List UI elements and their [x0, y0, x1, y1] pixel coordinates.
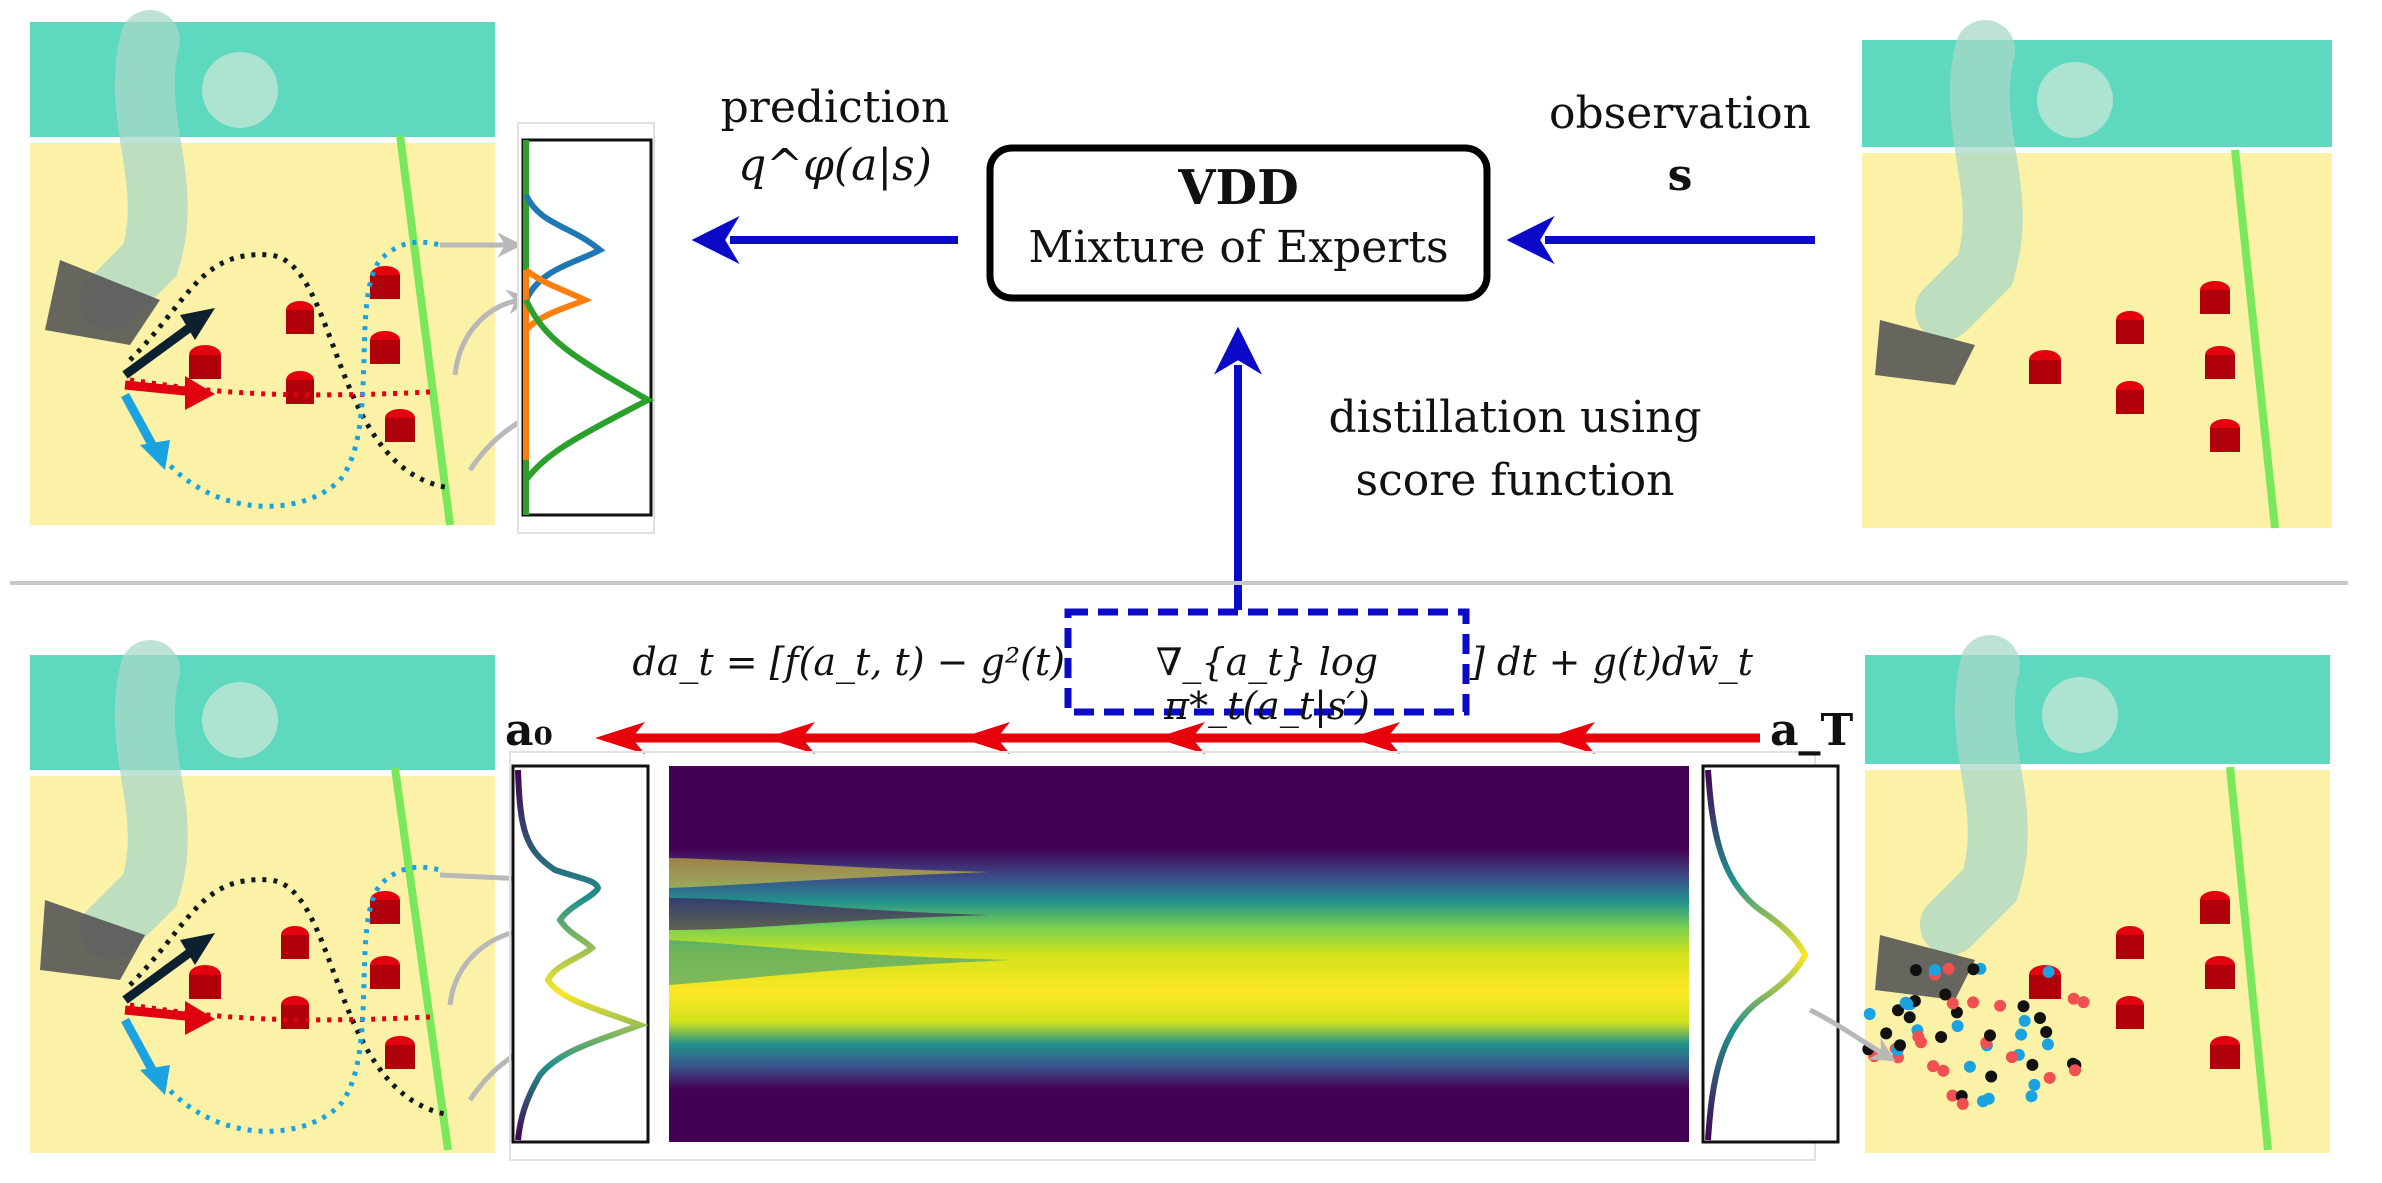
noise-sample-dot [1956, 1097, 1969, 1110]
a0-label: a₀ [505, 705, 553, 756]
noise-sample-dot [1942, 962, 1955, 975]
noise-sample-dot [1946, 997, 1959, 1010]
vdd-title: VDD [1178, 160, 1299, 216]
trajectory-blue [147, 864, 441, 1134]
scene-bottom-right [1808, 635, 2330, 1153]
action-arrow-red [124, 380, 196, 397]
score-heatmap [669, 766, 1689, 1142]
noise-sample-dot [2005, 1051, 2018, 1064]
expert-curve-green [523, 298, 655, 482]
vdd-box [986, 144, 1491, 302]
noise-sample-dot [2040, 1026, 2053, 1038]
noise-sample-dot [1927, 1060, 1940, 1073]
noise-sample-dot [2015, 1028, 2028, 1041]
a0-density-plot [509, 751, 1816, 1161]
peg-group [2029, 281, 2240, 452]
gripper-icon [40, 900, 145, 980]
trajectory-red [129, 1002, 431, 1023]
noise-sample-dot [1903, 1011, 1916, 1024]
observation-label: observation [1549, 88, 1811, 139]
vdd-subtitle: Mixture of Experts [1028, 222, 1449, 273]
noise-sample-dot [2077, 996, 2090, 1009]
equation-left: da_t = [f(a_t, t) − g²(t) [632, 640, 1065, 684]
noise-sample-dot [1967, 996, 1980, 1009]
robot-arm-icon [80, 10, 188, 330]
robot-arm-icon [1920, 635, 2028, 955]
aT-label: a_T [1770, 705, 1854, 756]
scene-top-left [30, 10, 567, 526]
action-arrow-blue [121, 1017, 159, 1078]
noise-sample-dot [1963, 1060, 1976, 1073]
expert-density-plot [517, 122, 655, 534]
robot-arm-icon [1915, 20, 2023, 340]
noise-sample-dot [2028, 1078, 2041, 1091]
noise-sample-dot [1880, 1027, 1893, 1040]
noise-sample-dot [1985, 1070, 1998, 1083]
noise-sample-dot [1946, 1089, 1959, 1102]
prediction-formula: q^φ(a|s) [738, 140, 932, 191]
noise-sample-dot [1899, 996, 1912, 1009]
noise-sample-dot [1982, 1092, 1995, 1105]
noise-sample-dot [1912, 1030, 1925, 1043]
noise-sample-dot [1892, 1004, 1904, 1017]
noise-sample-dot [2067, 992, 2080, 1005]
noise-sample-dot [2025, 1090, 2038, 1103]
noise-sample-dot [2069, 1064, 2081, 1077]
scene-top-right [1862, 20, 2332, 529]
noise-sample-dot [2042, 965, 2055, 978]
noise-sample-dot [1863, 1008, 1876, 1020]
noise-sample-dot [2043, 1071, 2056, 1084]
noise-sample-dot [2026, 1058, 2039, 1071]
aT-density-plot [1701, 764, 1840, 1144]
trajectory-red [129, 377, 431, 398]
equation-score-term: ∇_{a_t} log π*_t(a_t|s′) [1155, 640, 1379, 728]
trajectory-black [128, 877, 451, 1118]
noise-sample-dot [1951, 1020, 1964, 1032]
prediction-label: prediction [720, 82, 950, 133]
noise-sample-dot [2041, 1038, 2054, 1051]
equation-right: ] dt + g(t)dw̄_t [1470, 640, 1753, 684]
noise-sample-dot [2018, 1014, 2031, 1027]
noise-sample-dot [1950, 1006, 1963, 1019]
noise-sample-dot [2017, 1000, 2030, 1013]
score-term-box [1064, 608, 1470, 716]
distillation-line1: distillation using [1328, 392, 1702, 443]
noise-sample-dot [1937, 1064, 1950, 1077]
noise-sample-dot [1994, 999, 2007, 1012]
noise-sample-dot [1984, 1029, 1996, 1042]
robot-arm-icon [80, 640, 188, 960]
peg-group [2029, 891, 2240, 1069]
reverse-diffusion-arrow [595, 722, 1760, 754]
action-arrow-black [122, 316, 203, 379]
a0-density-curve [515, 769, 649, 1141]
action-arrow-blue [121, 392, 159, 453]
distillation-line2: score function [1355, 455, 1675, 506]
gripper-icon [45, 260, 160, 345]
scene-bottom-left [30, 640, 567, 1153]
aT-density-curve [1705, 769, 1809, 1141]
peg-group [189, 891, 415, 1069]
gripper-icon [1875, 320, 1975, 385]
peg-group [189, 266, 415, 442]
noise-sample-dot [1939, 988, 1952, 1001]
noise-sample-dot [2034, 1012, 2046, 1024]
action-arrow-black [122, 941, 203, 1004]
trajectory-black [128, 252, 451, 491]
noise-sample-dot [1929, 964, 1941, 976]
noise-sample-dot [1909, 964, 1922, 977]
observation-symbol: s [1667, 150, 1693, 201]
gripper-icon [1875, 935, 1975, 1000]
noise-sample-dot [1894, 1039, 1906, 1052]
trajectory-blue [147, 239, 441, 509]
action-arrow-red [124, 1005, 196, 1022]
noise-sample-dot [1967, 963, 1980, 976]
noise-sample-dot [1935, 1031, 1948, 1043]
